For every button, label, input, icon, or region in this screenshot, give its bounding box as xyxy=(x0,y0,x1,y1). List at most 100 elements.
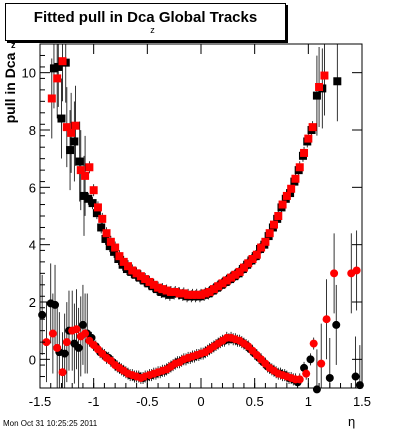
x-tick-label: -1 xyxy=(88,394,100,409)
data-point-circle xyxy=(62,338,71,347)
data-point-square xyxy=(80,191,89,200)
data-point-square xyxy=(88,199,97,208)
data-point-square xyxy=(244,259,253,268)
data-point-square xyxy=(333,77,342,86)
data-point-circle xyxy=(81,329,90,338)
data-point-square xyxy=(291,174,300,183)
data-point-circle xyxy=(78,320,87,329)
data-point-square xyxy=(197,290,205,299)
y-tick-label: 0 xyxy=(29,352,36,367)
data-point-square xyxy=(192,290,201,299)
data-point-square xyxy=(308,123,317,132)
data-point-square xyxy=(105,242,114,251)
data-point-square xyxy=(136,272,145,281)
data-point-circle xyxy=(60,349,69,358)
data-point-square xyxy=(111,243,120,252)
data-point-square xyxy=(222,276,231,285)
data-point-circle xyxy=(352,266,361,275)
data-point-square xyxy=(57,114,66,123)
data-point-square xyxy=(49,64,58,73)
data-point-square xyxy=(92,209,101,218)
data-point-square xyxy=(295,163,304,172)
data-point-circle xyxy=(302,369,311,378)
data-point-square xyxy=(110,247,119,256)
x-axis-label: η xyxy=(348,414,356,429)
data-point-square xyxy=(47,94,56,103)
data-point-square xyxy=(287,184,296,193)
data-point-square xyxy=(93,203,102,212)
chart-title-box: Fitted pull in Dca Global Tracks z xyxy=(5,3,286,41)
data-point-square xyxy=(214,282,223,291)
data-point-circle xyxy=(351,372,360,381)
data-point-square xyxy=(171,287,180,296)
data-point-square xyxy=(218,279,227,288)
data-point-square xyxy=(97,223,106,232)
data-point-square xyxy=(278,200,287,209)
data-point-square xyxy=(66,146,75,155)
data-point-circle xyxy=(332,320,341,329)
data-point-square xyxy=(188,290,197,299)
data-point-square xyxy=(53,74,62,83)
data-point-circle xyxy=(58,368,67,377)
data-point-square xyxy=(184,290,193,299)
data-point-square xyxy=(98,214,107,223)
data-point-square xyxy=(102,229,111,238)
data-point-square xyxy=(119,257,128,266)
data-point-square xyxy=(175,289,184,298)
data-point-square xyxy=(166,287,175,296)
data-point-square xyxy=(252,250,261,259)
data-point-circle xyxy=(72,325,81,334)
data-point-square xyxy=(231,270,240,279)
x-tick-label: 0.5 xyxy=(246,394,264,409)
y-tick-label: 10 xyxy=(22,66,36,81)
data-point-square xyxy=(300,148,309,157)
x-tick-label: -0.5 xyxy=(136,394,158,409)
data-point-square xyxy=(304,134,313,143)
data-point-circle xyxy=(51,300,60,309)
data-point-square xyxy=(205,287,214,296)
x-tick-label: 1.5 xyxy=(353,394,371,409)
data-point-square xyxy=(239,263,248,272)
data-point-square xyxy=(115,252,124,261)
data-point-square xyxy=(320,71,329,80)
data-point-square xyxy=(106,237,115,246)
y-tick-label: 8 xyxy=(29,123,36,138)
data-point-square xyxy=(128,266,137,275)
data-point-circle xyxy=(322,315,331,324)
data-point-square xyxy=(75,157,84,166)
data-point-square xyxy=(162,286,171,295)
data-point-circle xyxy=(330,269,339,278)
data-point-square xyxy=(145,277,154,286)
data-point-square xyxy=(209,285,218,294)
timestamp-footer: Mon Oct 31 10:25:25 2011 xyxy=(3,419,98,428)
data-point-square xyxy=(89,186,98,195)
data-point-circle xyxy=(42,338,51,347)
x-tick-label: 0 xyxy=(197,394,204,409)
chart-title-suffix: Global Tracks xyxy=(158,9,258,26)
x-tick-label: 1 xyxy=(305,394,312,409)
axes: -1.5 -1 -0.5 0 0.5 1 1.5 0 2 4 6 8 10 xyxy=(22,43,371,409)
data-point-circle xyxy=(48,329,57,338)
data-point-square xyxy=(315,83,324,91)
data-point-square xyxy=(76,166,85,175)
data-point-square xyxy=(124,262,133,271)
data-point-square xyxy=(269,220,278,229)
data-point-square xyxy=(67,128,76,137)
data-point-square xyxy=(227,273,236,282)
data-point-square xyxy=(84,194,93,203)
data-point-square xyxy=(132,269,141,278)
data-point-square xyxy=(158,285,167,294)
data-point-circle xyxy=(309,339,318,348)
data-point-square xyxy=(54,62,63,71)
data-point-square xyxy=(248,255,257,263)
data-point-circle xyxy=(295,375,304,384)
data-point-square xyxy=(282,191,291,200)
data-point-square xyxy=(265,229,274,238)
data-point-square xyxy=(71,121,80,130)
data-point-square xyxy=(179,289,188,298)
data-markers xyxy=(38,57,364,394)
x-tick-label: -1.5 xyxy=(29,394,51,409)
data-point-circle xyxy=(312,385,321,394)
y-tick-label: 6 xyxy=(29,180,36,195)
